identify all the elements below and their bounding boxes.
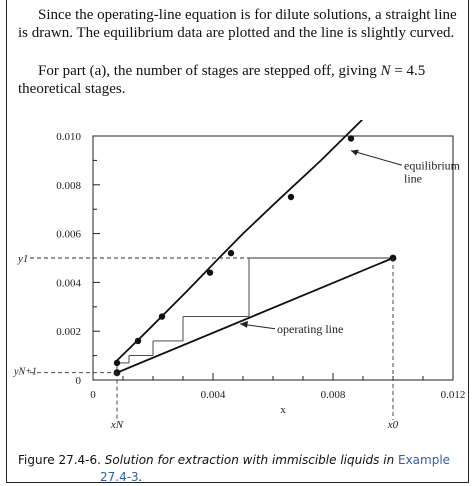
equilibrium-arrowhead — [351, 149, 359, 156]
x-tick-label: 0.008 — [321, 389, 346, 401]
operating-arrowhead — [240, 320, 248, 328]
content-frame — [6, 0, 469, 483]
paragraph-2: For part (a), the number of stages are s… — [18, 62, 458, 98]
operating-annotation: operating line — [277, 322, 343, 336]
paragraph-2-pre: For part (a), the number of stages are s… — [38, 63, 381, 79]
caption-link-number[interactable]: 27.4-3 — [100, 470, 139, 484]
x-tick-label: 0.004 — [201, 389, 226, 401]
equilibrium-point — [227, 249, 235, 257]
paragraph-2-post: theoretical stages. — [18, 81, 126, 97]
x0-label: x0 — [387, 419, 399, 431]
caption-end: . — [138, 470, 143, 484]
x-tick-label: 0.012 — [441, 389, 466, 401]
y-tick-label: 0.002 — [56, 326, 81, 338]
y-tick-label: 0.006 — [56, 229, 81, 241]
x-axis-label: x — [280, 404, 286, 416]
caption-link-example[interactable]: Example — [398, 453, 451, 467]
x-tick-label: 0 — [90, 389, 96, 401]
xN-label: xN — [110, 419, 124, 431]
equilibrium-annotation-1: equilibrium — [404, 158, 461, 172]
equilibrium-point — [287, 193, 295, 201]
equilibrium-point — [158, 313, 166, 320]
caption-label: Figure 27.4-6. — [18, 453, 101, 467]
paragraph-2-var: N — [380, 63, 391, 79]
equilibrium-annotation-2: line — [404, 171, 422, 185]
equilibrium-arrow — [350, 150, 403, 166]
equilibrium-point — [347, 135, 355, 142]
paragraph-2-eq: = 4.5 — [390, 63, 426, 79]
paragraph-1: Since the operating-line equation is for… — [18, 7, 457, 41]
equilibrium-point — [113, 359, 121, 367]
yN1-label: yN+1 — [13, 367, 37, 378]
y1-label: y1 — [17, 253, 28, 265]
y-tick-label: 0.008 — [56, 180, 81, 192]
operating-line — [116, 257, 394, 374]
figure: 0 0.002 0.004 0.006 0.008 0.010 0 0.004 0.008 0.0… — [0, 118, 474, 440]
figure-caption: Figure 27.4-6. Solution for extraction w… — [18, 452, 458, 486]
chart-svg: 0 0.002 0.004 0.006 0.008 0.010 0 0.004 0.008 0.0… — [13, 118, 466, 431]
y-tick-label: 0 — [76, 375, 82, 387]
y-tick-label: 0.004 — [56, 277, 81, 289]
equilibrium-point — [206, 269, 214, 276]
y-tick-label: 0.010 — [56, 131, 81, 143]
equilibrium-point — [134, 337, 142, 345]
equilibrium-line — [116, 118, 364, 362]
caption-text: Solution for extraction with immiscible … — [104, 453, 395, 467]
